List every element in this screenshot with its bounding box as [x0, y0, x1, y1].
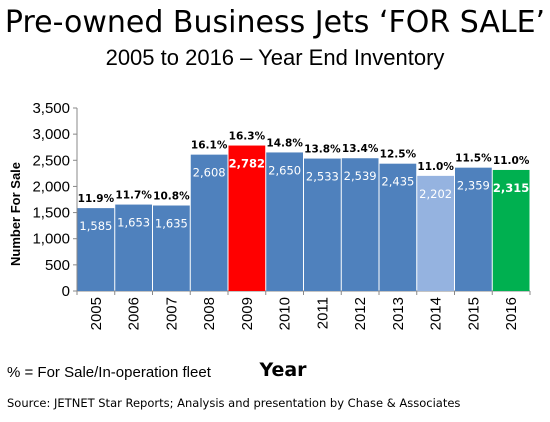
- x-tick-label: 2015: [465, 297, 482, 330]
- bar-2008: [190, 154, 228, 291]
- y-tick-label: 2,000: [32, 178, 70, 195]
- source-note: Source: JETNET Star Reports; Analysis an…: [7, 396, 461, 410]
- bar-2005: [77, 208, 115, 291]
- bar-value-label: 2,315: [493, 181, 529, 195]
- x-tick-label: 2005: [88, 297, 105, 330]
- x-tick-label: 2013: [390, 297, 407, 330]
- chart-title: Pre-owned Business Jets ‘FOR SALE’: [4, 5, 546, 40]
- y-tick-label: 3,500: [32, 100, 70, 117]
- bar-percent-label: 11.5%: [455, 153, 492, 165]
- x-tick-label: 2006: [126, 297, 143, 330]
- y-tick-label: 1,500: [32, 205, 70, 222]
- x-tick-label: 2007: [163, 297, 180, 330]
- x-tick-label: 2011: [314, 297, 331, 329]
- bar-value-label: 2,782: [229, 157, 265, 171]
- bar-2016: [492, 169, 530, 291]
- bar-2012: [341, 158, 379, 291]
- bar-value-label: 1,653: [117, 216, 150, 230]
- bar-percent-label: 10.8%: [153, 191, 190, 203]
- bar-value-label: 2,539: [344, 169, 377, 183]
- bar-value-label: 2,359: [457, 179, 490, 193]
- bar-2007: [153, 205, 190, 291]
- x-tick-label: 2014: [428, 297, 445, 330]
- bar-percent-label: 13.4%: [342, 143, 379, 155]
- bar-percent-label: 11.0%: [493, 155, 530, 167]
- bar-percent-label: 11.9%: [78, 193, 115, 205]
- bar-value-label: 2,202: [419, 187, 452, 201]
- bar-2011: [304, 158, 341, 291]
- x-tick-label: 2009: [239, 297, 256, 330]
- bar-value-label: 2,533: [306, 170, 339, 184]
- y-axis-label: Number For Sale: [8, 162, 23, 266]
- bar-value-label: 2,608: [193, 166, 226, 180]
- y-tick-label: 500: [45, 257, 70, 274]
- y-tick-label: 2,500: [32, 152, 70, 169]
- x-tick-label: 2012: [352, 297, 369, 330]
- x-axis-label: Year: [258, 359, 307, 381]
- bar-2006: [115, 204, 152, 291]
- bar-value-label: 2,650: [268, 163, 301, 177]
- bar-value-label: 2,435: [381, 175, 414, 189]
- bar-percent-label: 12.5%: [380, 149, 417, 161]
- bar-2013: [379, 163, 417, 291]
- bar-2009: [228, 145, 266, 291]
- bar-percent-label: 11.7%: [115, 190, 152, 202]
- bar-percent-label: 16.1%: [191, 140, 228, 152]
- x-tick-label: 2008: [201, 297, 218, 330]
- bar-value-label: 1,585: [79, 219, 112, 233]
- x-tick-label: 2016: [503, 297, 520, 330]
- bar-percent-label: 14.8%: [266, 137, 303, 149]
- chart-subtitle: 2005 to 2016 – Year End Inventory: [105, 45, 445, 70]
- bar-percent-label: 11.0%: [417, 161, 454, 173]
- footnote: % = For Sale/In-operation fleet: [7, 364, 211, 381]
- y-tick-label: 1,000: [32, 231, 70, 248]
- bar-2014: [417, 175, 454, 291]
- bar-2010: [266, 152, 303, 291]
- bar-value-label: 1,635: [155, 217, 188, 231]
- y-tick-label: 0: [62, 283, 70, 300]
- bar-percent-label: 16.3%: [229, 131, 266, 143]
- y-tick-label: 3,000: [32, 126, 70, 143]
- bar-percent-label: 13.8%: [304, 144, 341, 156]
- x-tick-label: 2010: [277, 297, 294, 330]
- bar-2015: [455, 167, 492, 291]
